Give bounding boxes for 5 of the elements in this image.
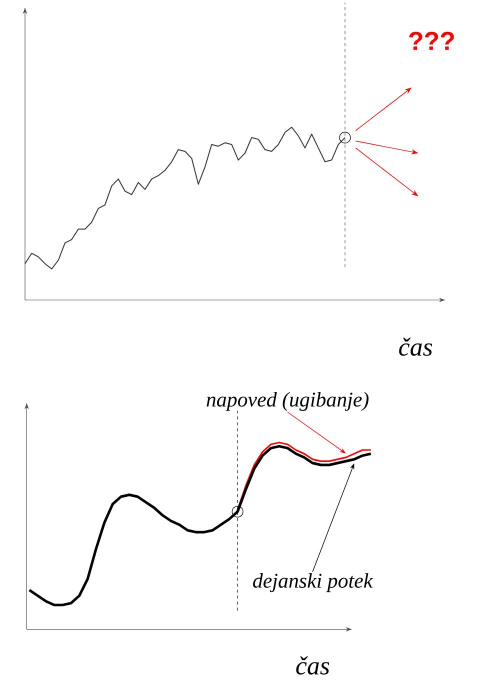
series-label: napoved (ugibanje) [206, 392, 369, 411]
text: ??? [409, 32, 454, 50]
x-axis-title: čas [296, 656, 330, 675]
text: dejanski potek [253, 573, 373, 592]
x-axis-title: čas [399, 338, 432, 356]
